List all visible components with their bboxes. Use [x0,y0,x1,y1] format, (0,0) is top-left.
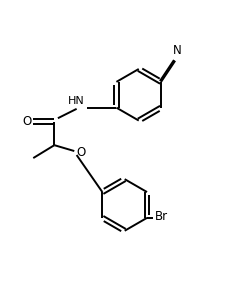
Text: O: O [23,115,32,128]
Text: O: O [76,146,85,159]
Text: N: N [173,44,182,57]
Text: HN: HN [68,96,85,106]
Text: Br: Br [155,210,168,223]
